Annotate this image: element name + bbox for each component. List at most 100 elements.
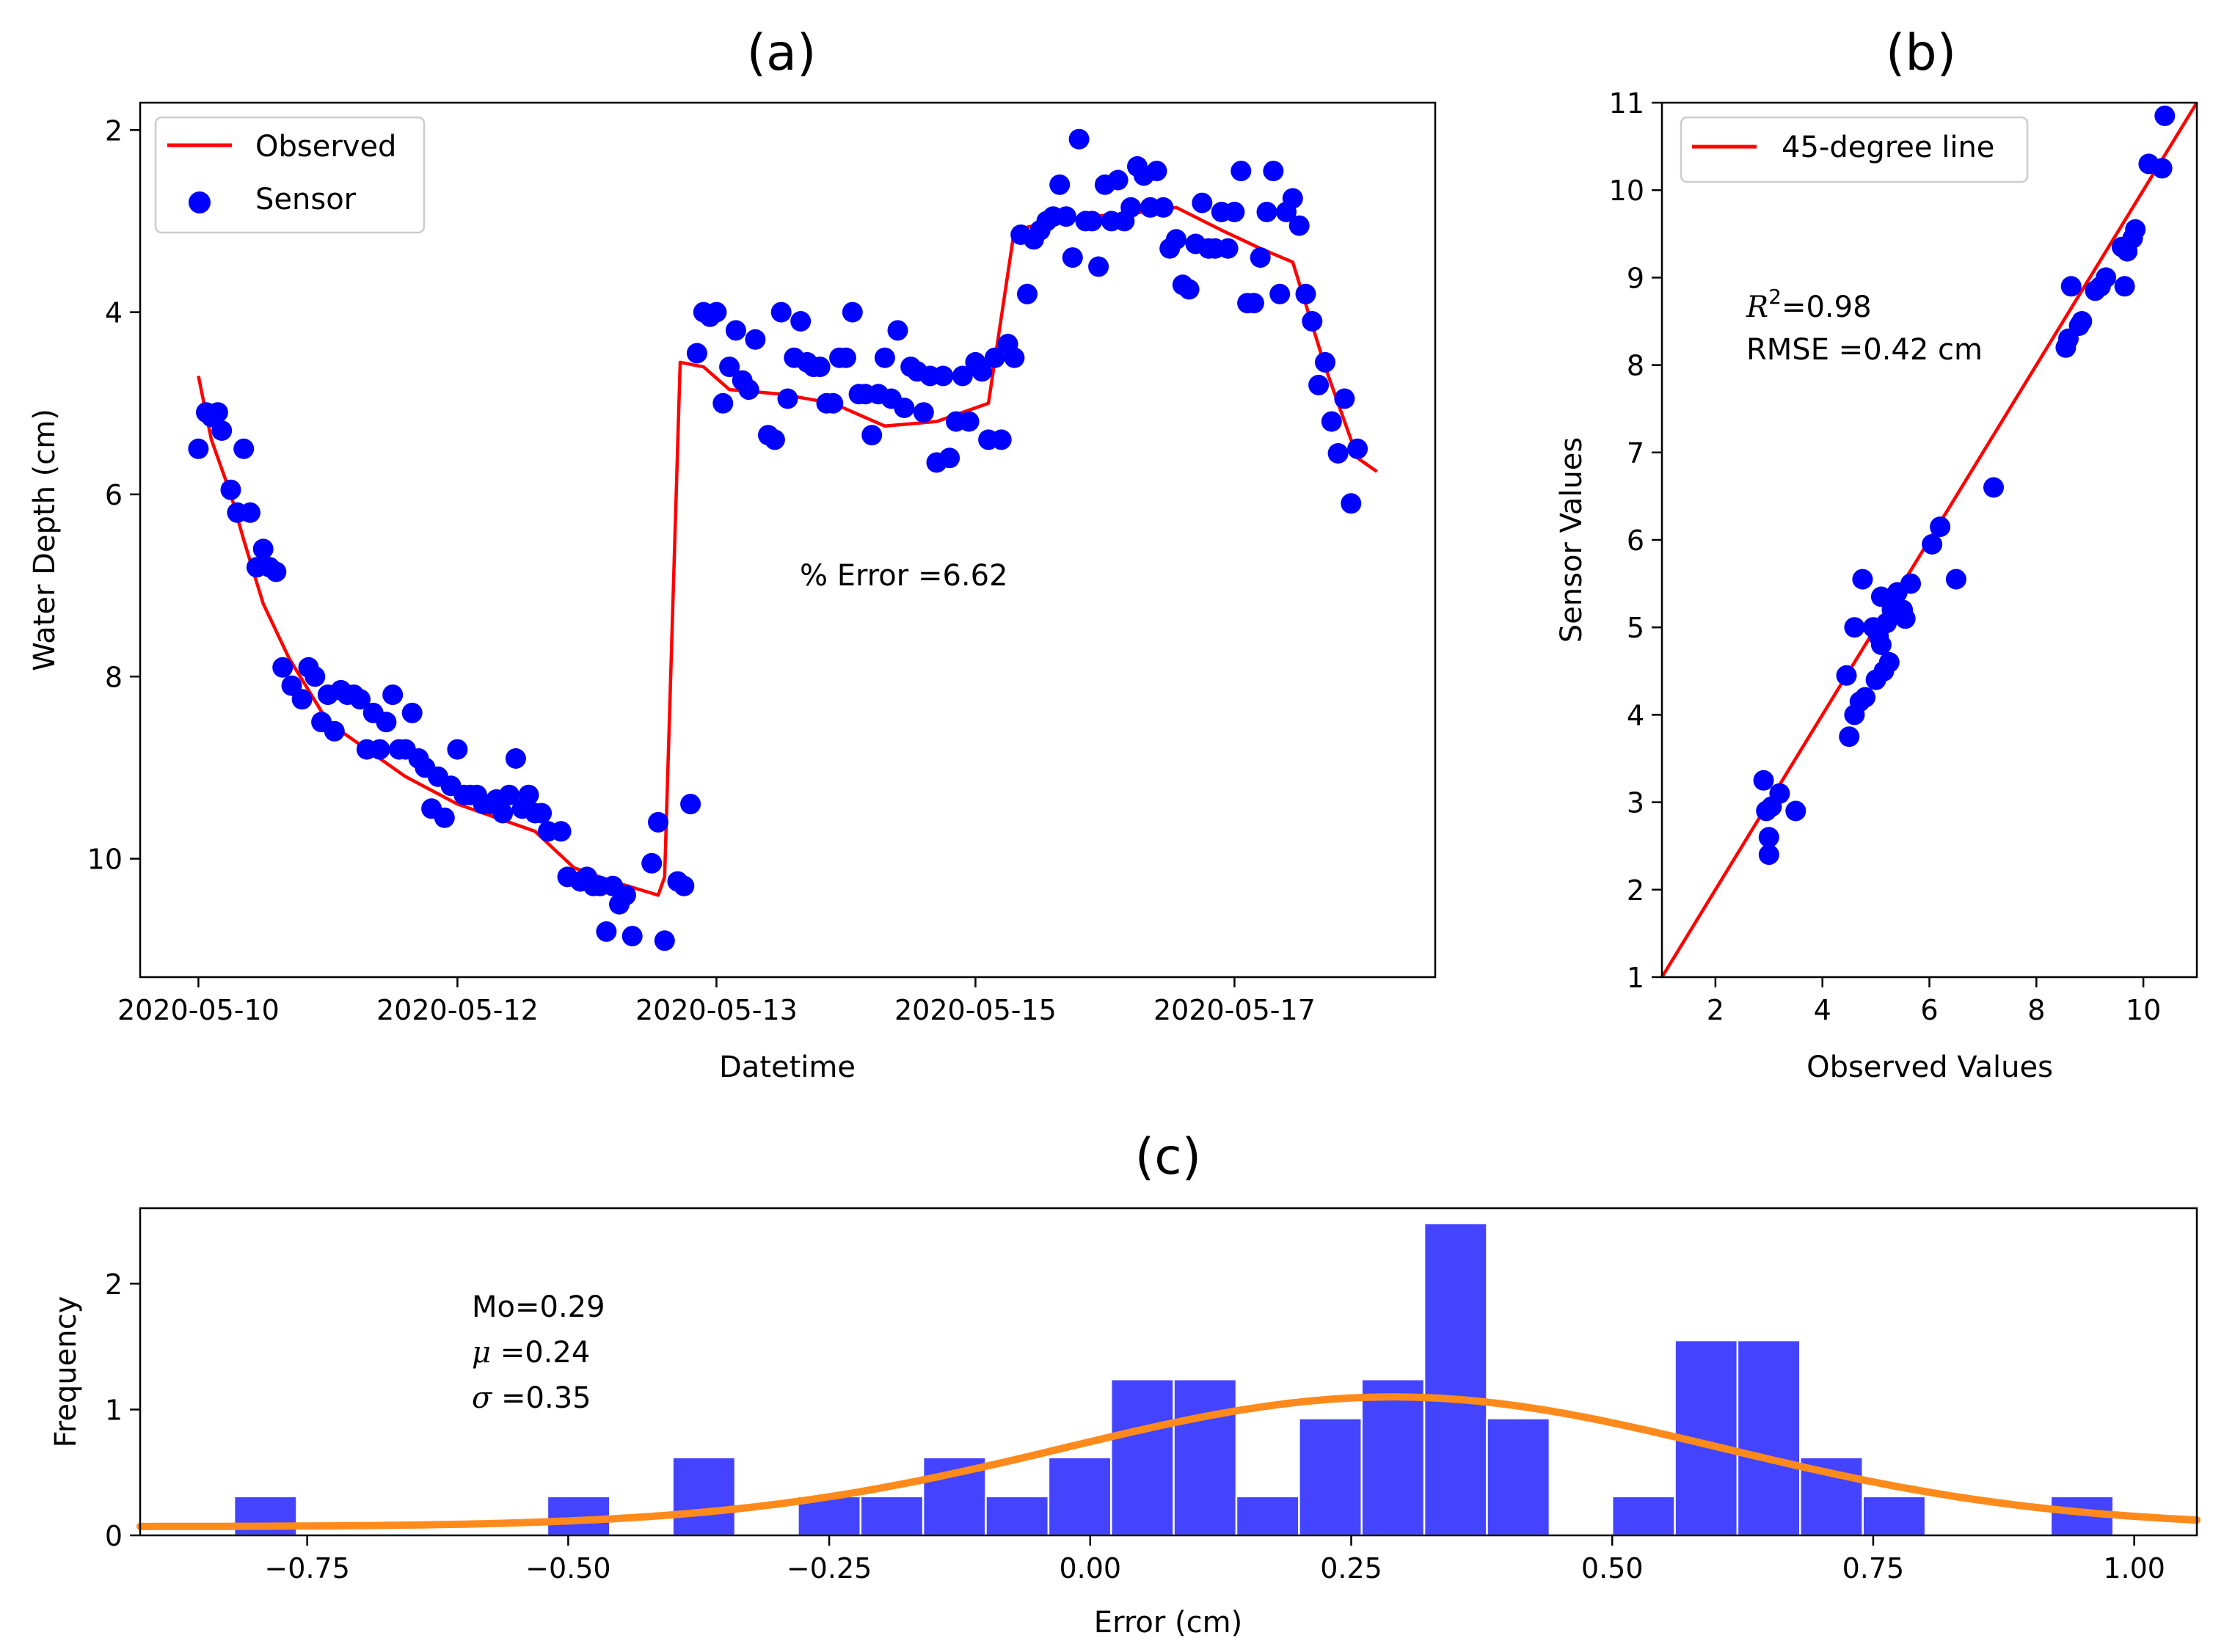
panel-a-y-axis-label: Water Depth (cm) [28, 409, 62, 671]
sensor-point [1321, 411, 1342, 432]
sensor-point [240, 502, 260, 523]
panel-c-y-ticks: 0 1 2 [105, 1268, 140, 1552]
panel-b-r2-annotation: R2=0.98 [1746, 285, 1872, 324]
sensor-point [518, 784, 539, 805]
x-tick-label: 0.25 [1320, 1552, 1382, 1585]
sensor-point [680, 794, 701, 815]
sensor-point [712, 392, 734, 414]
sensor-point [615, 885, 636, 906]
scatter-point [1900, 573, 1921, 594]
sensor-point [1250, 247, 1271, 268]
sensor-point [1269, 283, 1291, 304]
sensor-point [596, 921, 617, 942]
scatter-point [1769, 783, 1790, 804]
sensor-point [790, 311, 812, 332]
panel-c-y-axis-label: Frequency [49, 1296, 83, 1448]
histogram-bar [1109, 1378, 1175, 1537]
sensor-point [324, 720, 345, 742]
scatter-point [2096, 267, 2117, 288]
sensor-point [894, 398, 915, 418]
sensor-point [499, 784, 519, 805]
scatter-point [2060, 276, 2082, 297]
legend-sensor-swatch [189, 191, 211, 213]
y-tick-label: 10 [1609, 175, 1644, 207]
sensor-point [1295, 283, 1316, 304]
sensor-point [1288, 215, 1310, 236]
scatter-point [1836, 665, 1857, 686]
x-tick-label: −0.50 [525, 1552, 610, 1585]
sensor-point [738, 379, 759, 401]
x-tick-label: 2020-05-15 [894, 994, 1057, 1026]
panel-a-x-ticks: 2020-05-10 2020-05-12 2020-05-13 2020-05-15… [117, 977, 1316, 1026]
sensor-point [861, 425, 883, 446]
sensor-point [1308, 374, 1330, 395]
histogram-bar [859, 1495, 925, 1537]
histogram-bar [1235, 1495, 1300, 1537]
y-tick-label: 4 [1627, 699, 1644, 731]
r2-value: =0.98 [1782, 290, 1872, 324]
x-tick-label: 6 [1920, 994, 1938, 1026]
y-tick-label: 2 [1627, 874, 1644, 907]
scatter-point [1922, 534, 1943, 555]
sensor-point [809, 357, 831, 378]
stat-sd-label: σ [472, 1381, 493, 1415]
scatter-point [1758, 844, 1779, 866]
scatter-point [2154, 105, 2176, 126]
y-tick-label: 7 [1627, 437, 1644, 469]
sensor-point [991, 429, 1012, 450]
panel-c: (c) −0.75 −0.50 −0.25 0.00 0.25 0.50 0.75 1.00 … [49, 1128, 2201, 1640]
legend-sensor-label: Sensor [255, 183, 357, 216]
sensor-point [207, 402, 228, 423]
sensor-point [531, 803, 553, 824]
sensor-point [1243, 293, 1264, 314]
scatter-point [1852, 569, 1873, 590]
stat-mode-label: Mo [472, 1290, 515, 1324]
panel-a-y-ticks: 2 4 6 8 10 [87, 114, 140, 876]
sensor-point [382, 684, 404, 706]
x-tick-label: 2020-05-13 [635, 994, 798, 1026]
scatter-point [1839, 726, 1860, 748]
sensor-point [842, 301, 863, 323]
scatter-point [1753, 770, 1774, 791]
sensor-point [1192, 192, 1213, 213]
sensor-point [492, 803, 514, 824]
sensor-point [1231, 161, 1252, 182]
y-tick-label: 8 [1627, 350, 1644, 382]
x-tick-label: 1.00 [2103, 1552, 2165, 1585]
sensor-point [211, 420, 233, 441]
histogram-bar [1423, 1222, 1488, 1537]
stat-sd-value: =0.35 [492, 1381, 591, 1415]
x-tick-label: 2020-05-10 [117, 994, 280, 1026]
sensor-point [350, 689, 371, 710]
legend-45-line-label: 45-degree line [1782, 131, 1994, 164]
sensor-point [1347, 438, 1368, 459]
panel-b-x-axis-label: Observed Values [1806, 1050, 2053, 1084]
sensor-point [1282, 188, 1303, 209]
sensor-point [621, 926, 643, 947]
stat-mean-value: =0.24 [491, 1336, 590, 1370]
histogram-bar [1173, 1378, 1238, 1537]
scatter-point [1945, 569, 1966, 590]
panel-c-frame [139, 1207, 2198, 1537]
sensor-point [1068, 128, 1090, 150]
sensor-point [913, 402, 934, 423]
sensor-point [1146, 161, 1167, 182]
sensor-point [272, 657, 294, 678]
scatter-point [2151, 158, 2173, 179]
sensor-point [252, 538, 274, 560]
panel-a-plot-area [188, 128, 1378, 951]
sensor-point [376, 712, 397, 733]
sensor-point [725, 320, 746, 341]
panel-b-x-ticks: 2 4 6 8 10 [1707, 977, 2161, 1026]
y-tick-label: 10 [87, 844, 123, 876]
sensor-point [1334, 388, 1355, 409]
x-tick-label: 10 [2126, 994, 2161, 1026]
histogram-bar [1298, 1417, 1363, 1537]
y-tick-label: 1 [1627, 962, 1644, 994]
y-tick-label: 2 [105, 114, 123, 147]
y-tick-label: 11 [1609, 87, 1644, 120]
sensor-point [887, 320, 908, 341]
panel-b-y-axis-label: Sensor Values [1555, 437, 1589, 643]
